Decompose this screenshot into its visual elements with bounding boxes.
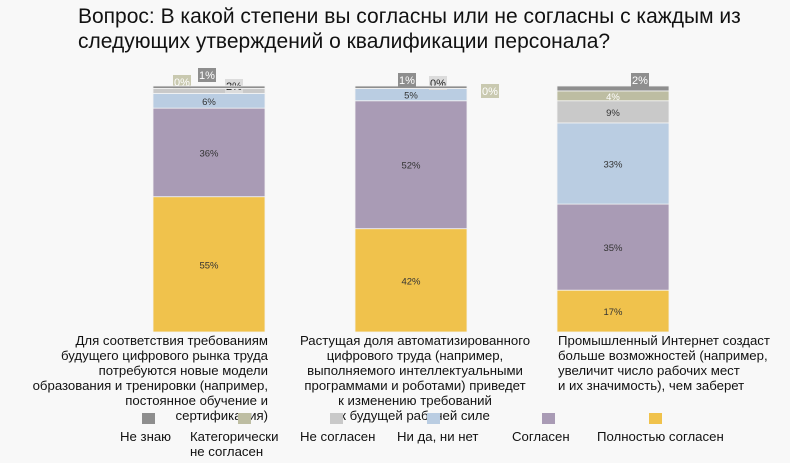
legend-label: Ни да, ни нет	[397, 429, 479, 444]
data-label: 2%	[632, 75, 648, 87]
bar-segment	[354, 100, 468, 230]
category-label-line: к будущей рабочей силе	[340, 408, 490, 423]
bar-segment	[152, 107, 266, 198]
legend-swatch	[330, 413, 343, 424]
legend-swatch	[542, 413, 555, 424]
data-label-box	[198, 68, 216, 82]
legend-item: Согласен	[512, 413, 570, 444]
data-label: 33%	[603, 159, 623, 170]
category-label-line: больше возможностей (например,	[558, 348, 768, 363]
category-label-line: потребуются новые модели	[98, 363, 268, 378]
category-label: Для соответствия требованиям будущего циф…	[30, 333, 268, 423]
bar-segment	[556, 289, 670, 333]
category-label-line: Для соответствия требованиям	[75, 333, 268, 348]
legend-item: Категорически не согласен	[190, 413, 279, 459]
legend-item: Не согласен	[300, 413, 376, 444]
category-label-line: выполняемого интеллектуальными	[307, 363, 523, 378]
legend-label: Не согласен	[300, 429, 376, 444]
category-label-line: будущего цифрового рынка труда	[61, 348, 268, 363]
legend-item: Полностью согласен	[597, 413, 724, 444]
category-label: Растущая доля автоматизированного цифрово…	[270, 333, 560, 423]
legend-swatch	[238, 413, 251, 424]
bar-segment	[152, 88, 266, 94]
data-label-box	[481, 84, 499, 98]
data-label: 17%	[603, 307, 623, 318]
data-label-box	[173, 75, 191, 89]
data-label: 4%	[606, 92, 620, 103]
data-label-box	[398, 73, 416, 87]
data-label: 42%	[401, 276, 421, 287]
bar-segment	[556, 85, 670, 92]
data-label: 9%	[606, 108, 620, 119]
data-label: 1%	[199, 70, 215, 82]
bar-segment	[556, 122, 670, 205]
legend-swatch	[427, 413, 440, 424]
category-label-line: к изменению требований	[338, 393, 492, 408]
legend-swatch	[142, 413, 155, 424]
category-label-line: и их значимость), чем заберет	[558, 378, 745, 393]
category-label-line: увеличит число рабочих мест	[558, 363, 740, 378]
data-label-box	[631, 73, 649, 87]
legend-swatch	[649, 413, 662, 424]
data-label: 35%	[603, 243, 623, 254]
legend-item: Ни да, ни нет	[397, 413, 479, 444]
chart-title: Вопрос: В какой степени вы согласны или …	[78, 5, 741, 53]
legend-item: Не знаю	[120, 413, 172, 444]
data-label: 52%	[401, 161, 421, 172]
bar-segment	[152, 85, 266, 89]
data-label: 36%	[199, 148, 219, 159]
category-label-line: цифрового труда (например,	[326, 348, 504, 363]
legend-label: Категорически	[190, 429, 279, 444]
category-label-line: Растущая доля автоматизированного	[299, 333, 531, 348]
legend-label: не согласен	[190, 444, 264, 459]
data-label: 55%	[199, 260, 219, 271]
legend-label: Не знаю	[120, 429, 172, 444]
data-label: 0%	[482, 86, 498, 98]
category-label-line: образования и тренировки (например,	[32, 378, 268, 393]
bar-segment	[354, 228, 468, 333]
legend-label: Полностью согласен	[597, 429, 724, 444]
data-label: 1%	[399, 75, 415, 87]
category-label: Промышленный Интернет создаст больше возм…	[558, 333, 790, 393]
data-label: 6%	[202, 97, 216, 108]
bar-segment	[556, 203, 670, 291]
data-label: 5%	[404, 91, 418, 102]
bar-segment	[152, 196, 266, 333]
category-label-line: программами и роботами) приведет	[304, 378, 526, 393]
category-label-line: Промышленный Интернет создаст	[558, 333, 770, 348]
legend-label: Согласен	[512, 429, 570, 444]
